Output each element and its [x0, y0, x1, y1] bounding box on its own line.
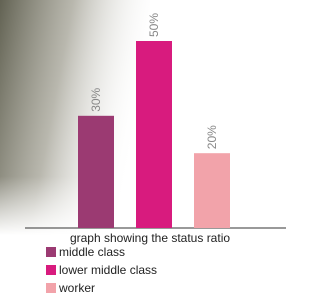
chart-title: graph showing the status ratio — [70, 231, 230, 245]
chart: graph showing the status ratio 30% 50% 20%… — [0, 0, 286, 308]
legend-swatch — [46, 247, 56, 257]
legend-swatch — [46, 265, 56, 275]
bar — [78, 116, 114, 228]
value-label: 50% — [147, 13, 161, 37]
legend-label: lower middle class — [59, 263, 157, 277]
legend-swatch — [46, 283, 56, 293]
background-fade — [0, 0, 150, 235]
legend-label: middle class — [59, 245, 125, 259]
bar — [194, 153, 230, 228]
value-label: 20% — [205, 125, 219, 149]
bar — [136, 41, 172, 228]
legend-label: worker — [58, 281, 95, 295]
value-label: 30% — [89, 87, 103, 111]
